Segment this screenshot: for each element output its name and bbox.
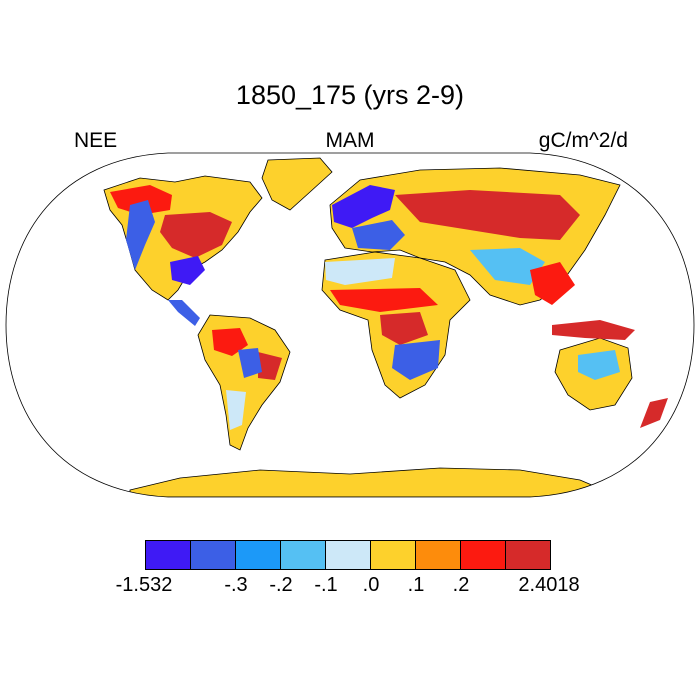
colorbar-box [325,540,371,570]
russia-red [395,190,580,240]
greenland [261,157,333,211]
central-america [168,300,200,326]
season-label: MAM [325,129,375,152]
europe-blue [352,220,405,250]
colorbar-label: -.1 [314,574,338,596]
na-west-blue [126,200,155,270]
sa-east-red [258,352,282,380]
colorbar-box [280,540,326,570]
sa-amazon-red [212,328,248,356]
africa-lightblue [325,258,395,285]
colorbar-label: .1 [407,574,425,596]
sa-south-lightblue [226,390,246,430]
asia-lightblue [470,248,545,285]
colorbar-label: -.3 [224,574,248,596]
colorbar-box [460,540,506,570]
indonesia-red [552,320,635,340]
australia-lightblue [578,350,620,380]
colorbar [145,540,551,570]
colorbar-box [190,540,236,570]
map-title: 1850_175 (yrs 2-9) [235,80,465,110]
colorbar-label: .0 [362,574,380,596]
colorbar-box [235,540,281,570]
units-label: gC/m^2/d [538,129,628,152]
colorbar-box [145,540,191,570]
colorbar-label: -.2 [269,574,293,596]
variable-label: NEE [74,129,118,152]
na-boreal-red [110,185,172,215]
south-america [197,314,291,451]
colorbar-box [505,540,551,570]
europe-west-blue [332,185,395,228]
colorbar-label: 2.4018 [518,574,580,596]
colorbar-box [370,540,416,570]
globe-outline [5,152,695,498]
new-zealand [640,398,668,428]
colorbar-label: -1.532 [115,574,173,596]
colorbar-label: .2 [452,574,470,596]
antarctica [129,467,621,497]
africa-south-blue [392,340,440,380]
se-asia-red [530,262,575,305]
na-east-red [160,212,232,258]
africa-sahel-red [330,288,438,312]
colorbar-box [415,540,461,570]
sa-central-blue [238,348,262,378]
na-southeast-blue [170,256,205,285]
africa-central-red [380,312,428,345]
